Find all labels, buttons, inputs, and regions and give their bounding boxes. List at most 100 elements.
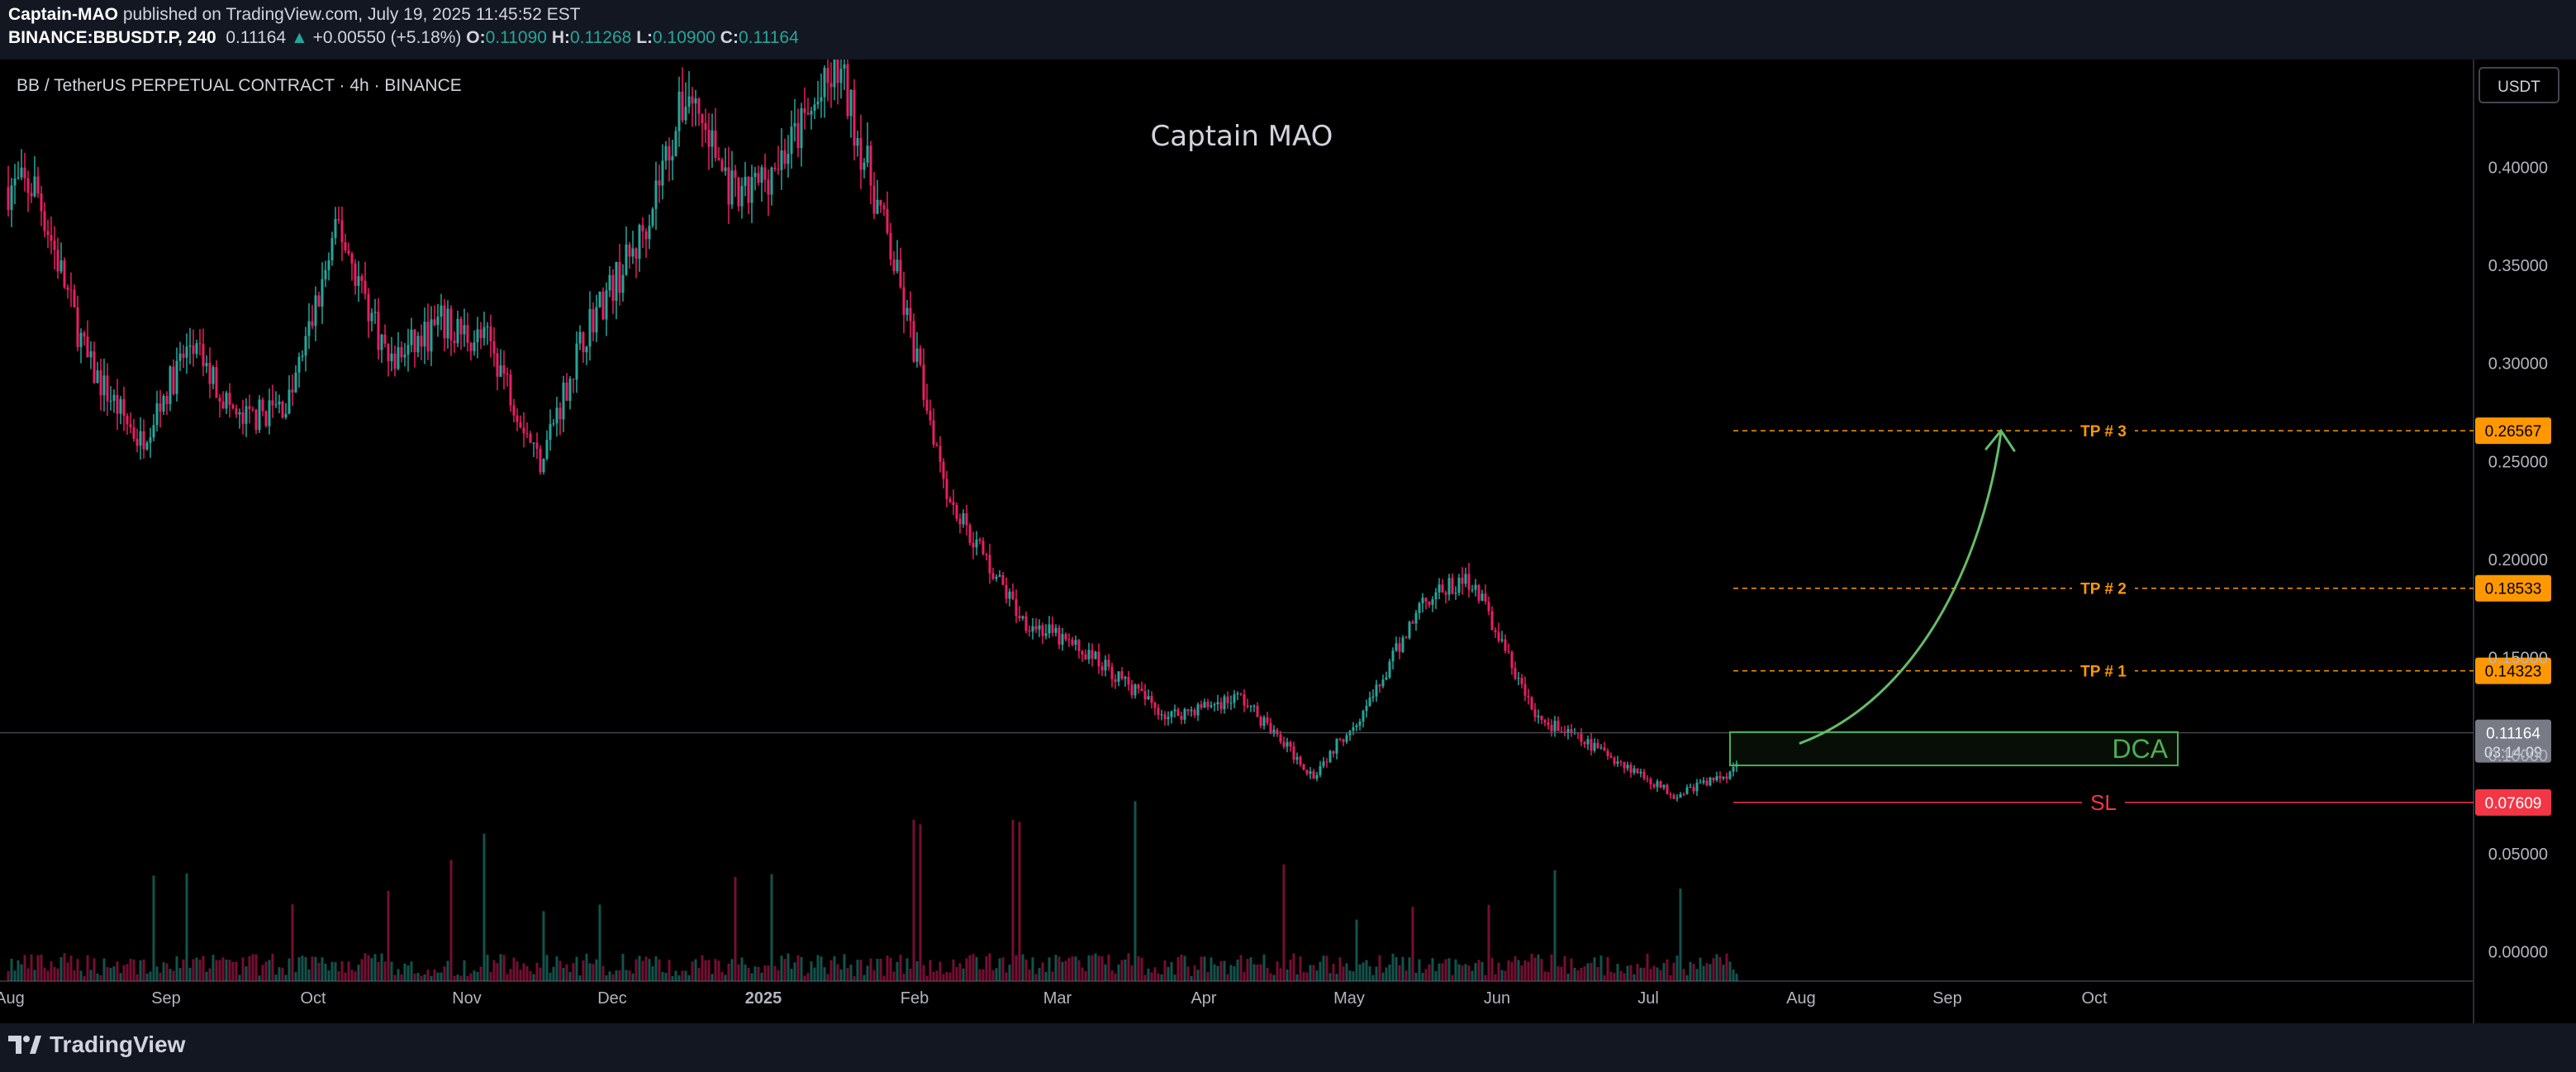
candle-body	[1200, 704, 1203, 708]
volume-bar	[1124, 959, 1127, 981]
volume-bar	[1173, 974, 1176, 981]
candle-body	[245, 406, 248, 424]
volume-bar	[297, 957, 301, 981]
volume-bar	[1001, 957, 1005, 981]
volume-bar	[1504, 970, 1507, 981]
volume-bar	[886, 955, 889, 981]
volume-bar	[1143, 974, 1147, 981]
volume-bar	[284, 974, 288, 981]
candle-body	[915, 348, 919, 362]
candle-body	[1295, 756, 1299, 760]
candle-body	[1272, 729, 1276, 734]
volume-bar	[1084, 971, 1087, 981]
candle-body	[93, 351, 96, 384]
candle-body	[1282, 741, 1286, 747]
candle-body	[96, 370, 99, 384]
author-name[interactable]: Captain-MAO	[8, 5, 118, 24]
volume-bar	[473, 970, 476, 981]
candle-body	[509, 374, 512, 406]
candle-body	[1054, 627, 1057, 633]
volume-bar	[1226, 974, 1229, 981]
candle-body	[588, 308, 592, 347]
candle-body	[1603, 747, 1606, 751]
volume-bar	[929, 960, 932, 981]
symbol-name[interactable]: BINANCE:BBUSDT.P, 240	[8, 28, 216, 47]
volume-bar	[116, 961, 119, 981]
candle-body	[717, 158, 720, 160]
candle-body	[1226, 696, 1229, 703]
price-axis[interactable]: 0.40000 0.35000 0.30000 0.25000 0.20000 0.150…	[2488, 159, 2548, 961]
candle-body	[1008, 591, 1011, 599]
candle-body	[803, 108, 806, 113]
volume-bar	[1735, 973, 1738, 981]
volume-bar	[820, 956, 823, 981]
volume-bar	[810, 961, 813, 981]
volume-bar	[30, 954, 33, 981]
volume-bar	[1322, 955, 1325, 981]
candle-body	[496, 353, 499, 377]
footer-bar: TradingView	[0, 1023, 2576, 1072]
volume-bar	[466, 975, 469, 981]
volume-bar	[1431, 958, 1434, 981]
candle-body	[43, 211, 46, 231]
volume-bar	[188, 967, 192, 981]
time-axis[interactable]: Aug Sep Oct Nov Dec 2025 Feb Mar Apr May Jun Jul Aug…	[0, 989, 2108, 1008]
candle-body	[1507, 650, 1510, 652]
candle-body	[1547, 722, 1550, 726]
candle-body	[1038, 625, 1041, 630]
volume-bar	[215, 960, 218, 981]
volume-bar	[1229, 965, 1233, 981]
dca-zone[interactable]	[1729, 731, 2179, 767]
volume-bar	[1028, 969, 1031, 981]
candle-body	[677, 91, 681, 131]
candle-body	[145, 442, 149, 450]
candle-body	[370, 312, 373, 322]
candle-body	[1315, 774, 1319, 779]
volume-bar	[350, 970, 354, 981]
volume-bar	[1480, 961, 1484, 981]
low-value: 0.10900	[653, 28, 715, 47]
price-chart[interactable]: TP # 3 0.26567 TP # 2 0.18533 TP # 1 0.14323 S…	[0, 60, 2576, 1023]
volume-bar	[1368, 966, 1371, 981]
volume-bar	[952, 959, 955, 981]
candle-body	[1514, 668, 1517, 679]
candle-body	[198, 343, 202, 345]
candle-body	[1236, 693, 1239, 695]
candle-body	[1613, 757, 1616, 765]
currency-button[interactable]: USDT	[2479, 67, 2559, 103]
candle-body	[1616, 761, 1619, 765]
candle-body	[416, 336, 420, 353]
volume-bar	[476, 971, 479, 981]
candle-body	[1659, 781, 1662, 788]
volume-bar	[1451, 974, 1454, 981]
volume-bar	[1553, 870, 1557, 981]
candle-body	[879, 199, 882, 206]
candle-body	[1580, 733, 1583, 742]
candle-body	[76, 307, 79, 347]
candle-body	[188, 345, 192, 347]
tp-label: TP # 3	[2080, 423, 2127, 441]
volume-bar	[717, 960, 720, 981]
candle-body	[694, 98, 697, 104]
volume-bar	[1358, 964, 1362, 981]
candle-body	[248, 406, 251, 409]
volume-bar	[1319, 961, 1322, 981]
candle-body	[525, 433, 529, 435]
candle-body	[393, 353, 397, 369]
candle-body	[790, 126, 793, 155]
volume-bar	[1593, 957, 1596, 981]
volume-bar	[1150, 972, 1153, 981]
volume-bar	[1365, 960, 1368, 981]
volume-bar	[681, 970, 684, 981]
time-tick-label: Nov	[452, 989, 482, 1008]
volume-bar	[1114, 973, 1117, 981]
volume-bar	[1338, 957, 1342, 981]
volume-bar	[1662, 963, 1666, 981]
target-arrow	[1799, 431, 2003, 745]
volume-bar	[1153, 967, 1157, 981]
volume-bar	[1613, 973, 1616, 981]
volume-bar	[826, 974, 829, 981]
volume-bar	[1167, 966, 1170, 981]
volume-bar	[773, 965, 777, 981]
tradingview-logo[interactable]: TradingView	[8, 1032, 185, 1058]
